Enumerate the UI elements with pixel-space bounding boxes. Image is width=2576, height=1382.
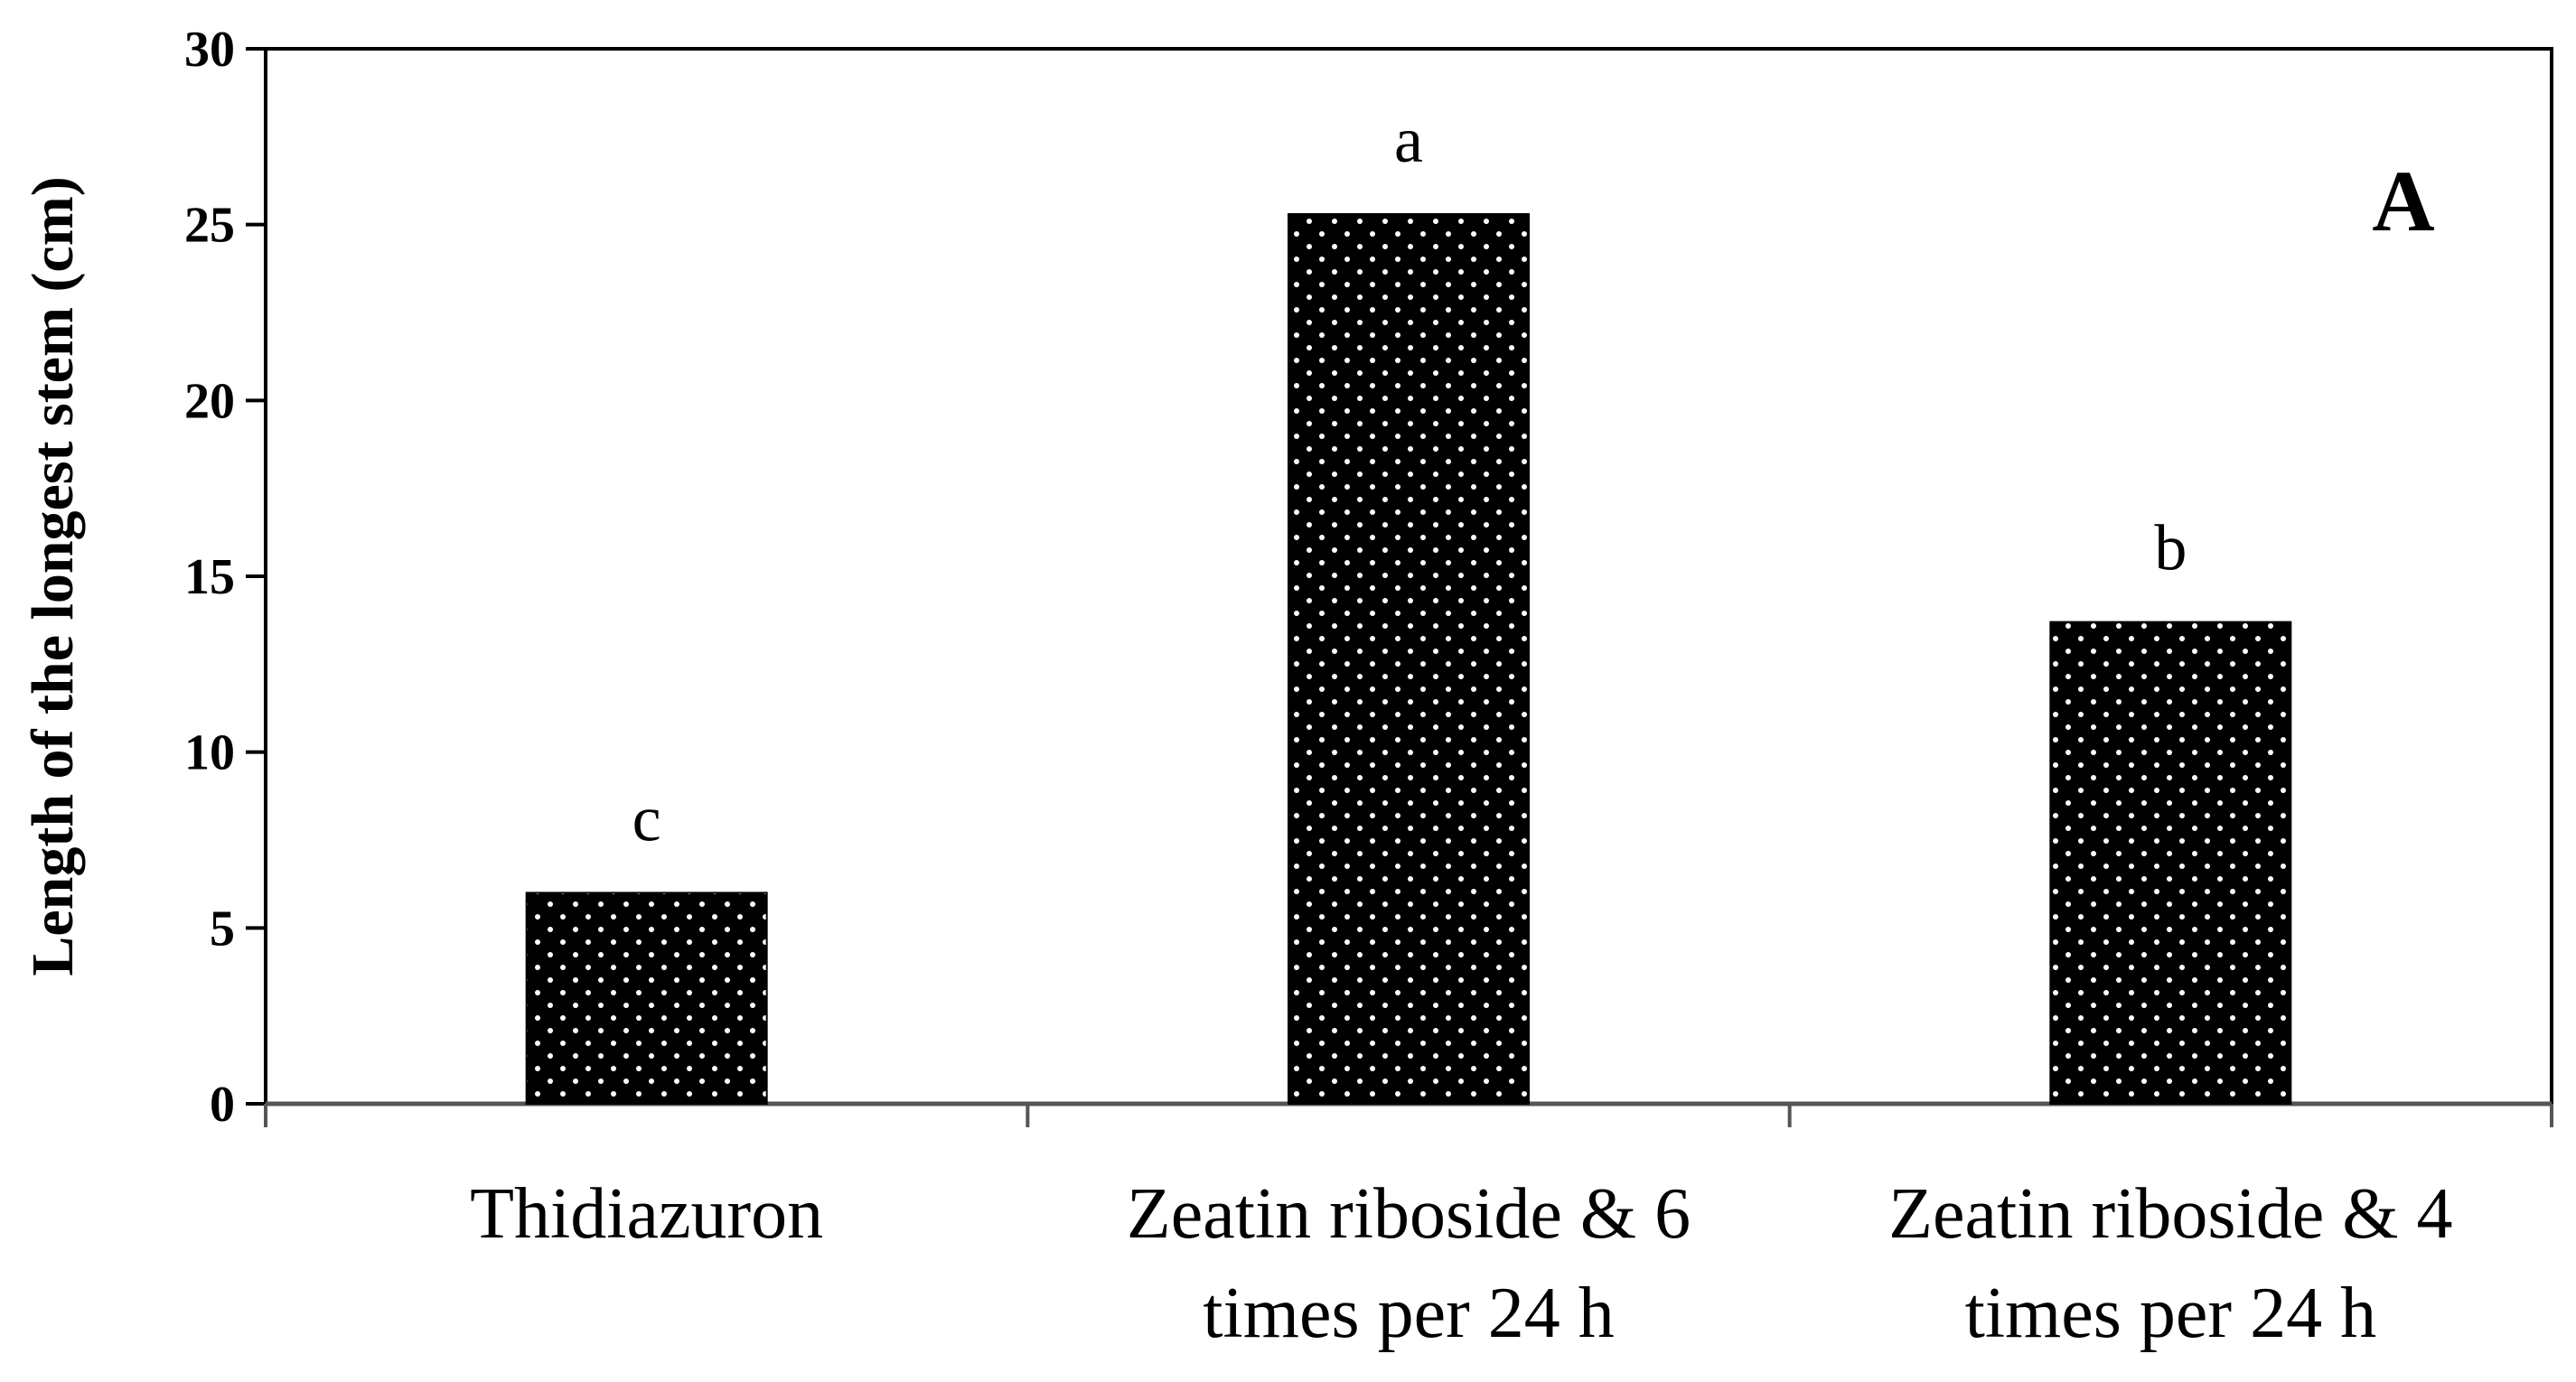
y-tick-label: 15	[184, 549, 235, 605]
bar	[2049, 621, 2292, 1105]
y-tick-label: 20	[184, 373, 235, 429]
category-label: times per 24 h	[1203, 1274, 1614, 1353]
category-label: Zeatin riboside & 4	[1888, 1174, 2452, 1254]
y-tick-label: 5	[210, 901, 235, 957]
category-label: times per 24 h	[1965, 1274, 2376, 1353]
category-label: Zeatin riboside & 6	[1127, 1174, 1691, 1254]
significance-letter: b	[2154, 512, 2187, 584]
y-axis: 0 5 10 15 20 25 30	[184, 22, 266, 1133]
y-tick-label: 25	[184, 198, 235, 254]
y-axis-title: Length of the longest stem (cm)	[20, 176, 86, 976]
panel-label: A	[2372, 153, 2434, 249]
bar	[525, 892, 768, 1106]
x-axis	[264, 1101, 2553, 1127]
bar	[1288, 212, 1530, 1105]
bars-group	[525, 212, 2292, 1106]
category-label: Thidiazuron	[470, 1174, 823, 1254]
significance-letters-group: c a b	[632, 104, 2187, 854]
significance-letter: c	[632, 782, 661, 854]
category-labels-group: Thidiazuron Zeatin riboside & 6 times per …	[470, 1174, 2452, 1353]
y-tick-label: 10	[184, 725, 235, 781]
y-tick-label: 0	[210, 1077, 235, 1133]
significance-letter: a	[1394, 104, 1423, 176]
y-tick-label: 30	[184, 22, 235, 78]
